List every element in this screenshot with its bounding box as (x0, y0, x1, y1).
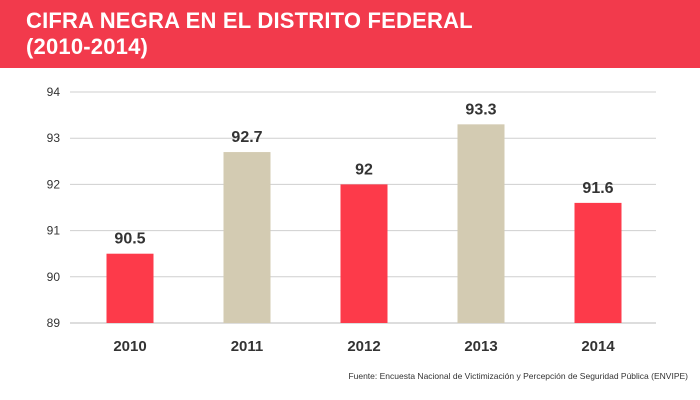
x-tick-label-2013: 2013 (464, 338, 497, 355)
y-tick-label-91: 91 (47, 224, 61, 238)
bar-2014 (574, 202, 622, 323)
y-tick-label-89: 89 (47, 316, 61, 330)
title-banner: CIFRA NEGRA EN EL DISTRITO FEDERAL (2010… (0, 0, 700, 68)
chart-title-line-1: CIFRA NEGRA EN EL DISTRITO FEDERAL (26, 8, 473, 33)
data-label-2012: 92 (355, 161, 373, 178)
y-tick-label-92: 92 (47, 177, 61, 191)
bar-2013 (457, 124, 505, 323)
data-label-2011: 92.7 (231, 129, 262, 146)
x-tick-label-2014: 2014 (581, 338, 615, 355)
data-label-2013: 93.3 (465, 101, 496, 118)
data-label-2014: 91.6 (582, 180, 613, 197)
x-tick-label-2012: 2012 (347, 338, 380, 355)
bar-chart: 89 90 91 92 93 94 90.5 2010 92.7 2011 92 2012 93.3 20… (47, 85, 656, 355)
bar-2010 (106, 253, 154, 323)
chart-title-line-2: (2010-2014) (26, 34, 149, 59)
y-tick-label-93: 93 (47, 131, 61, 145)
x-tick-label-2011: 2011 (231, 338, 264, 355)
source-note: Fuente: Encuesta Nacional de Victimizaci… (348, 371, 688, 381)
x-tick-label-2010: 2010 (113, 338, 146, 355)
chart-title: CIFRA NEGRA EN EL DISTRITO FEDERAL (2010… (26, 8, 686, 60)
y-tick-label-90: 90 (47, 270, 61, 284)
data-label-2010: 90.5 (114, 231, 145, 248)
bar-2011 (223, 152, 271, 323)
y-tick-label-94: 94 (47, 85, 61, 99)
bar-2012 (340, 184, 388, 323)
